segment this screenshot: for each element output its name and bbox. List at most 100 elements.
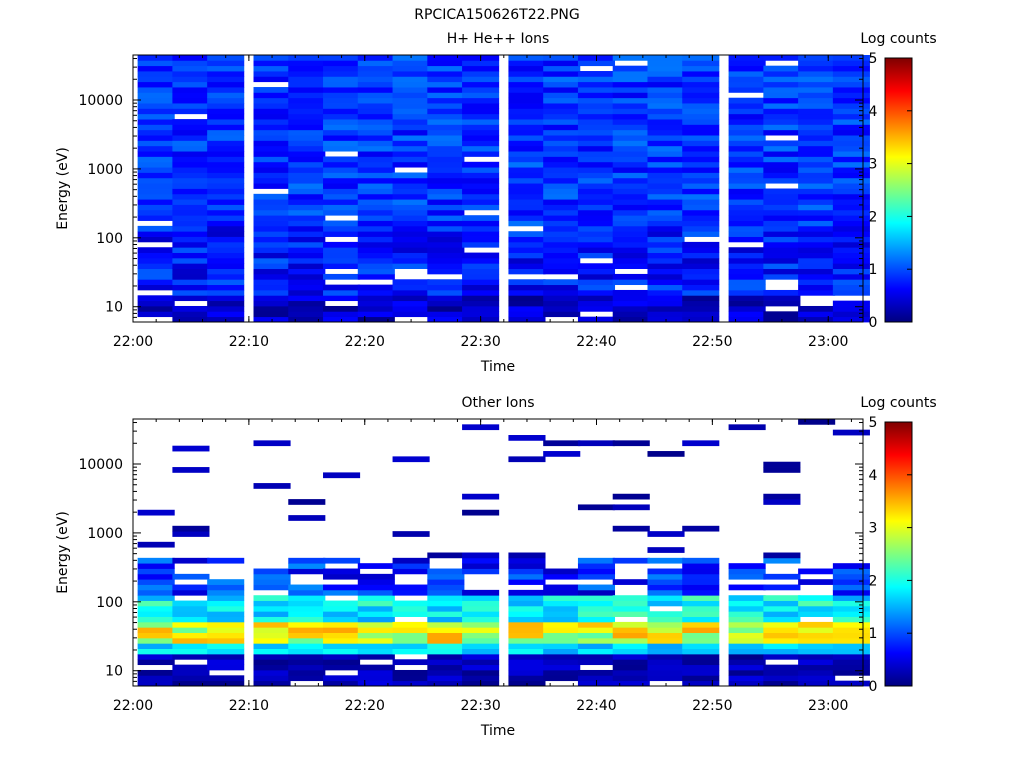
heatmap-cell	[508, 188, 546, 195]
heatmap-cell	[323, 204, 361, 211]
x-tick-label: 22:50	[692, 334, 732, 350]
heatmap-cell	[137, 172, 175, 179]
heatmap-cell	[323, 632, 361, 639]
heatmap-cell	[682, 71, 720, 77]
heatmap-cell	[763, 289, 801, 296]
heatmap-cell	[728, 643, 766, 650]
heatmap-cell	[832, 252, 870, 259]
x-tick-label: 22:50	[692, 698, 732, 714]
heatmap-cell	[612, 177, 650, 184]
heatmap-cell	[323, 209, 361, 216]
heatmap-cell	[647, 87, 685, 93]
heatmap-cell	[682, 563, 720, 569]
heatmap-cell	[427, 65, 465, 72]
heatmap-cell	[137, 156, 175, 163]
heatmap-cell	[323, 643, 361, 650]
heatmap-cell	[357, 589, 395, 596]
heatmap-cell	[728, 140, 766, 147]
heatmap-cell	[798, 579, 836, 585]
heatmap-cell	[682, 188, 720, 195]
heatmap-cell	[288, 295, 326, 302]
heatmap-cell	[288, 177, 326, 184]
heatmap-cell	[647, 204, 685, 211]
heatmap-cell	[137, 97, 175, 104]
heatmap-cell	[357, 268, 395, 275]
heatmap-cell	[508, 113, 546, 120]
heatmap-cell	[647, 611, 685, 617]
heatmap-cell	[207, 595, 245, 601]
heatmap-cell	[172, 161, 210, 168]
heatmap-cell	[763, 669, 801, 676]
heatmap-cell	[137, 300, 175, 307]
heatmap-cell	[763, 113, 801, 120]
heatmap-cell	[647, 172, 685, 179]
heatmap-cell	[462, 552, 500, 559]
heatmap-cell	[253, 632, 291, 639]
colorbar	[884, 57, 913, 323]
heatmap-cell	[172, 611, 210, 617]
heatmap-cell	[392, 669, 430, 676]
heatmap-cell	[137, 60, 175, 67]
heatmap-cell	[137, 600, 175, 607]
heatmap-cell	[612, 76, 650, 83]
heatmap-cell	[763, 81, 801, 88]
heatmap-cell	[427, 680, 465, 687]
heatmap-cell	[508, 456, 546, 463]
heatmap-cell	[137, 124, 175, 131]
heatmap-cell	[728, 669, 766, 676]
heatmap-cell	[427, 183, 465, 189]
heatmap-cell	[647, 161, 685, 168]
heatmap-cell	[763, 263, 801, 269]
heatmap-cell	[357, 263, 395, 269]
heatmap-cell	[577, 204, 616, 211]
heatmap-cell	[682, 295, 720, 302]
heatmap-cell	[682, 108, 720, 115]
heatmap-cell	[763, 209, 801, 216]
heatmap-cell	[172, 156, 210, 163]
heatmap-cell	[253, 257, 291, 264]
heatmap-cell	[462, 236, 500, 243]
heatmap-cell	[172, 257, 210, 264]
heatmap-cell	[207, 97, 245, 104]
heatmap-cell	[427, 97, 465, 104]
heatmap-cell	[207, 193, 245, 200]
heatmap-cell	[612, 557, 650, 564]
heatmap-cell	[357, 236, 395, 243]
heatmap-cell	[172, 653, 210, 660]
heatmap-cell	[543, 103, 581, 109]
heatmap-cell	[728, 653, 766, 660]
heatmap-cell	[577, 60, 616, 67]
heatmap-cell	[763, 643, 801, 650]
heatmap-cell	[508, 92, 546, 99]
heatmap-cell	[137, 247, 175, 253]
x-tick-label: 22:40	[576, 334, 616, 350]
heatmap-cell	[798, 220, 836, 227]
heatmap-cell	[253, 659, 291, 666]
heatmap-cell	[647, 268, 685, 275]
heatmap-cell	[508, 279, 546, 286]
heatmap-cell	[612, 231, 650, 237]
heatmap-cell	[543, 140, 581, 147]
heatmap-cell	[253, 215, 291, 221]
heatmap-cell	[427, 648, 465, 655]
heatmap-cell	[832, 161, 870, 168]
heatmap-cell	[172, 103, 210, 109]
heatmap-cell	[427, 300, 465, 307]
heatmap-cell	[612, 252, 650, 259]
heatmap-cell	[357, 161, 395, 168]
y-tick-label: 1000	[87, 526, 123, 542]
heatmap-cell	[798, 257, 836, 264]
heatmap-cell	[612, 247, 650, 253]
heatmap-cell	[357, 563, 395, 569]
heatmap-cell	[427, 605, 465, 612]
heatmap-cell	[798, 81, 836, 88]
heatmap-cell	[763, 616, 801, 623]
heatmap-cell	[612, 637, 650, 644]
heatmap-cell	[832, 600, 870, 607]
heatmap-cell	[577, 295, 616, 302]
heatmap-cell	[682, 81, 720, 88]
heatmap-cell	[728, 263, 766, 269]
heatmap-cell	[612, 273, 650, 280]
heatmap-cell	[253, 231, 291, 237]
heatmap-cell	[207, 231, 245, 237]
